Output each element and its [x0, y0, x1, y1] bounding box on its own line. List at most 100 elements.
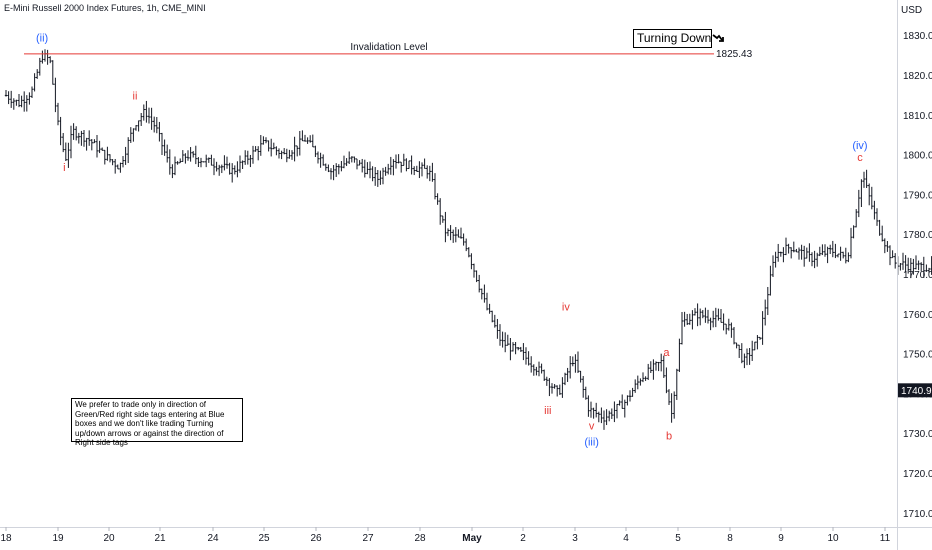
wave-labels: (ii)iiiiiiivv(iii)ba(iv)c(v)((i))ab(a)c(…: [36, 33, 868, 449]
ohlc-bar: [532, 364, 535, 376]
ohlc-bar: [485, 292, 489, 311]
y-tick-label: 1830.0: [903, 31, 932, 42]
ohlc-bar: [595, 402, 598, 418]
ohlc-bar: [795, 248, 798, 253]
ohlc-bar: [446, 228, 450, 237]
ohlc-bar: [197, 157, 200, 168]
ohlc-bar: [584, 386, 587, 400]
ohlc-bar: [480, 288, 483, 300]
ohlc-bar: [340, 160, 343, 172]
turning-down-badge: Turning Down: [633, 29, 725, 48]
ohlc-bar: [121, 156, 125, 168]
ohlc-bar: [649, 361, 652, 374]
ohlc-bar: [610, 408, 613, 419]
ohlc-bar: [457, 229, 460, 238]
ohlc-bar: [10, 90, 13, 108]
wave-label: i: [63, 162, 65, 174]
y-tick-label: 1790.0: [903, 190, 932, 201]
ohlc-bar: [566, 367, 569, 382]
ohlc-bars: [4, 49, 932, 430]
ohlc-bar: [176, 161, 179, 165]
ohlc-bar: [857, 189, 860, 218]
ohlc-bar: [145, 100, 148, 123]
ohlc-bar: [626, 395, 629, 406]
ohlc-bar: [743, 353, 746, 369]
ohlc-bar: [155, 117, 158, 134]
ohlc-bar: [124, 146, 127, 165]
ohlc-bar: [860, 179, 863, 207]
ohlc-bar: [847, 252, 850, 263]
ohlc-bar: [158, 121, 161, 142]
ohlc-bar: [545, 376, 548, 386]
ohlc-bar: [618, 400, 621, 406]
y-tick-label: 1750.0: [903, 350, 932, 361]
y-tick-label: 1730.0: [903, 429, 932, 440]
ohlc-bar: [719, 308, 723, 323]
ohlc-bar: [163, 139, 166, 156]
ohlc-bar: [93, 139, 96, 144]
ohlc-bar: [667, 389, 671, 406]
invalidation-label: Invalidation Level: [350, 42, 427, 53]
ohlc-bar: [540, 363, 543, 374]
ohlc-bar: [925, 264, 928, 272]
ohlc-bar: [670, 393, 673, 423]
ohlc-bar: [501, 331, 504, 348]
ohlc-bar: [142, 104, 145, 121]
ohlc-bar: [186, 150, 190, 161]
ohlc-bar: [407, 160, 411, 169]
ohlc-bar: [275, 146, 278, 156]
ohlc-bar: [758, 336, 762, 340]
ohlc-bar: [309, 135, 312, 143]
ohlc-bar: [111, 159, 114, 166]
ohlc-bar: [90, 139, 93, 151]
ohlc-bar: [613, 401, 616, 423]
x-tick-label: 2: [520, 533, 526, 544]
ohlc-bar: [511, 342, 515, 352]
ohlc-bar: [210, 154, 213, 166]
ohlc-bar: [647, 363, 650, 381]
ohlc-bar: [465, 238, 468, 252]
x-axis[interactable]: 18 19 20 21 24 25 26 27 28 May 2 3 4 5 8 9 10 11: [0, 527, 891, 544]
wave-label: v: [589, 421, 595, 433]
ohlc-bar: [701, 309, 704, 319]
ohlc-bar: [251, 145, 255, 164]
ohlc-bar: [761, 311, 764, 345]
y-tick-label: 1810.0: [903, 111, 932, 122]
ohlc-bar: [108, 154, 112, 163]
ohlc-bar: [639, 378, 642, 386]
ohlc-bar: [678, 338, 681, 373]
x-tick-label: 20: [103, 533, 115, 544]
chart-title: E-Mini Russell 2000 Index Futures, 1h, C…: [4, 3, 206, 13]
ohlc-bar: [147, 107, 151, 124]
ohlc-bar: [77, 132, 80, 144]
ohlc-bar: [753, 341, 756, 351]
ohlc-bar: [311, 134, 314, 148]
ohlc-bar: [870, 186, 873, 210]
ohlc-bar: [363, 159, 366, 178]
y-axis[interactable]: 1710.01720.01730.01740.01750.01760.01770…: [903, 31, 932, 520]
ohlc-bar: [569, 356, 572, 379]
ohlc-bar: [262, 136, 265, 145]
ohlc-bar: [654, 361, 658, 371]
x-tick-label: 28: [414, 533, 426, 544]
ohlc-bar: [397, 154, 400, 164]
ohlc-bar: [166, 144, 169, 163]
ohlc-bar: [517, 346, 520, 351]
ohlc-bar: [199, 157, 203, 168]
x-tick-label: 26: [310, 533, 322, 544]
ohlc-bar: [920, 262, 923, 272]
ohlc-bar: [605, 409, 608, 426]
ohlc-bar: [589, 401, 593, 418]
ohlc-bar: [441, 215, 444, 223]
ohlc-bar: [868, 183, 871, 206]
ohlc-bar: [875, 208, 879, 226]
ohlc-bar: [285, 148, 288, 163]
ohlc-bar: [823, 244, 827, 257]
ohlc-bar: [745, 348, 749, 366]
ohlc-bar: [103, 149, 106, 165]
ohlc-bar: [137, 120, 140, 132]
ohlc-bar: [160, 132, 164, 156]
wave-label: iii: [544, 405, 551, 417]
ohlc-bar: [428, 165, 431, 182]
